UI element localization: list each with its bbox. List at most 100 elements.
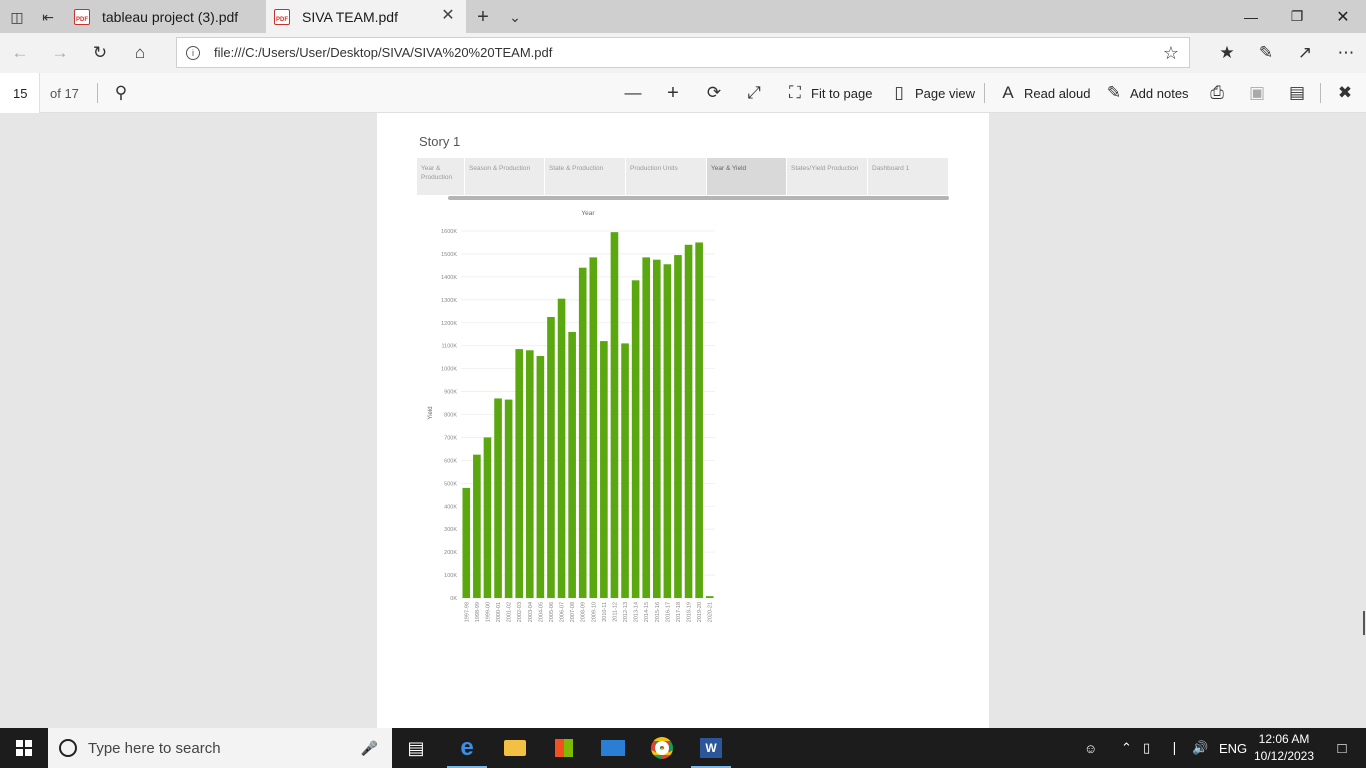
pen-icon: ✎ [1106,83,1122,102]
save-button[interactable]: ▣ [1248,82,1266,104]
viewer-scrollbar-thumb[interactable] [1363,611,1365,635]
bar[interactable] [525,350,534,598]
battery-icon[interactable]: ▯ [1143,740,1151,755]
bar[interactable] [462,487,471,598]
bar[interactable] [494,398,502,598]
story-tab[interactable]: Season & Production [465,158,545,195]
story-tab[interactable]: Production Units [626,158,707,195]
people-icon[interactable]: ☺ [1084,740,1098,756]
wifi-icon[interactable]: ❘ [1169,740,1180,755]
start-button[interactable] [0,728,48,768]
bar[interactable] [578,267,587,598]
close-window-button[interactable]: ✕ [1336,8,1350,26]
tab-actions-icon[interactable]: ◫ [10,8,24,25]
page-view-button[interactable]: ▯ Page view [890,82,975,104]
page-number-input[interactable]: 15 [0,73,40,113]
volume-icon[interactable]: 🔊 [1192,740,1209,755]
chevron-down-icon[interactable]: ⌄ [509,8,521,25]
add-notes-button[interactable]: ✎ Add notes [1105,82,1189,104]
fit-to-page-button[interactable]: ⛶ Fit to page [786,82,872,104]
bar[interactable] [483,437,492,598]
bar[interactable] [610,232,619,598]
story-scrollbar[interactable] [448,196,949,200]
bar[interactable] [631,280,640,598]
clock[interactable]: 12:06 AM 10/12/2023 [1246,731,1322,765]
save-as-icon: ▤ [1288,83,1306,102]
new-tab-icon[interactable]: + [477,5,489,28]
bar[interactable] [557,298,566,598]
microphone-icon[interactable]: 🎤 [360,740,378,756]
y-tick-label: 1000K [441,367,457,373]
bar[interactable] [600,341,608,598]
bar[interactable] [547,317,555,598]
store-icon[interactable] [540,728,588,768]
story-tab[interactable]: Year & Production [417,158,465,195]
bar[interactable] [674,255,682,598]
language-indicator[interactable]: ENG [1219,740,1248,756]
back-icon[interactable]: ← [11,43,29,62]
chevron-up-icon[interactable]: ⌃ [1121,740,1132,755]
edge-browser-icon[interactable]: e [443,728,491,768]
more-options-icon[interactable]: ⋯ [1337,43,1355,62]
zoom-out-button[interactable]: — [624,82,642,104]
chrome-icon[interactable] [638,728,686,768]
address-input[interactable]: i file:///C:/Users/User/Desktop/SIVA/SIV… [176,37,1190,68]
task-view-icon[interactable]: ▤ [407,737,425,758]
cortana-icon [59,739,77,757]
close-tab-icon[interactable]: ✕ [441,7,455,24]
story-tab[interactable]: State & Production [545,158,626,195]
bar[interactable] [568,331,576,598]
bar[interactable] [663,264,672,598]
x-tick-label: 2019-20 [697,602,703,622]
word-icon[interactable]: W [687,728,735,768]
bar[interactable] [695,242,703,598]
story-tab[interactable]: States/Yield Production [787,158,868,195]
forward-icon[interactable]: → [51,43,69,62]
bar[interactable] [642,257,651,598]
unpin-toolbar-button[interactable]: ✖ [1336,82,1354,104]
tab-strip: ◫ ⇤ tableau project (3).pdf SIVA TEAM.pd… [0,0,1366,33]
share-icon[interactable]: ↗ [1297,43,1313,62]
bar[interactable] [536,356,545,598]
clock-date: 10/12/2023 [1253,749,1315,763]
bar[interactable] [589,257,598,598]
print-button[interactable]: ⎙ [1208,82,1226,104]
toolbar-divider [984,83,985,103]
x-tick-label: 2001-02 [507,602,513,622]
bar[interactable] [473,454,481,598]
x-tick-label: 2000-01 [496,602,502,622]
bar[interactable] [621,343,629,598]
search-button[interactable]: ⚲ [112,82,130,104]
read-aloud-button[interactable]: A Read aloud [999,82,1090,104]
document-viewer[interactable]: Story 1 Year & Production Season & Produc… [0,113,1366,728]
bar[interactable] [504,399,513,598]
tab-label: tableau project (3).pdf [102,8,239,25]
info-icon[interactable]: i [186,45,200,60]
rotate-button[interactable]: ⟳ [705,82,723,104]
bar[interactable] [515,349,524,598]
x-tick-label: 2002-03 [517,602,523,622]
favorite-star-icon[interactable]: ☆ [1162,43,1179,63]
restore-button[interactable]: ❐ [1290,8,1304,24]
pen-icon[interactable]: ✎ [1258,43,1274,62]
set-aside-tabs-icon[interactable]: ⇤ [42,8,54,25]
file-explorer-icon[interactable] [491,728,539,768]
story-tab[interactable]: Dashboard 1 [868,158,949,195]
taskbar-search[interactable]: Type here to search 🎤 [48,728,392,768]
x-tick-label: 2008-09 [581,602,587,622]
minimize-button[interactable]: — [1244,8,1258,25]
zoom-in-button[interactable]: + [664,82,682,104]
fullscreen-button[interactable]: ⤢ [745,82,763,104]
story-tab[interactable]: Year & Yield [707,158,787,195]
favorites-icon[interactable]: ★ [1219,43,1235,62]
bar[interactable] [652,259,661,598]
tab-siva-team[interactable]: SIVA TEAM.pdf ✕ [266,0,466,33]
tab-tableau-project[interactable]: tableau project (3).pdf [66,0,265,33]
bar[interactable] [684,244,693,598]
mail-icon[interactable] [589,728,637,768]
refresh-icon[interactable]: ↻ [92,43,108,62]
home-icon[interactable]: ⌂ [134,43,146,62]
notification-icon[interactable]: □ [1337,739,1347,757]
bar[interactable] [705,596,714,598]
save-as-button[interactable]: ▤ [1288,82,1306,104]
